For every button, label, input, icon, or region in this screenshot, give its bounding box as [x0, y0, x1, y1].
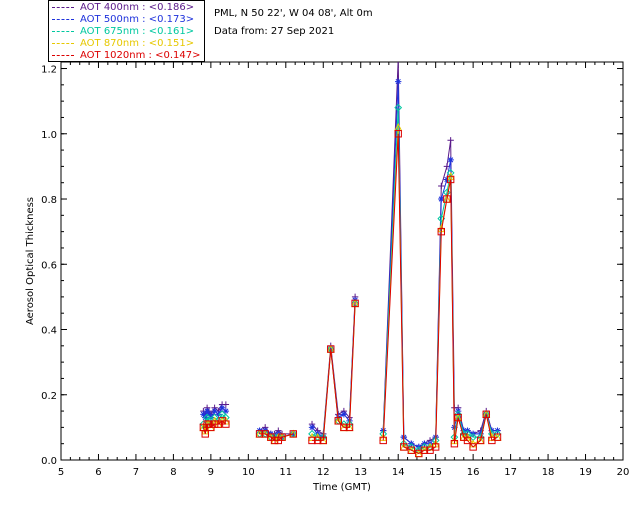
data-point [308, 424, 316, 431]
data-point [431, 443, 440, 451]
data-point [201, 430, 209, 438]
data-point [218, 404, 226, 412]
data-point [270, 436, 279, 445]
x-tick-label: 20 [617, 467, 630, 478]
data-point [438, 195, 445, 203]
legend-item-675nm: AOT 675nm : <0.161> [52, 26, 194, 38]
legend: AOT 400nm : <0.186> AOT 500nm : <0.173> … [48, 0, 205, 62]
legend-swatch-675nm [52, 30, 74, 32]
data-point [400, 443, 408, 451]
y-tick-label: 0.0 [41, 456, 57, 467]
legend-swatch-870nm [52, 42, 74, 44]
data-point [438, 182, 445, 190]
data-point [407, 446, 416, 454]
data-point [447, 156, 454, 164]
data-point [395, 78, 402, 85]
legend-item-400nm: AOT 400nm : <0.186> [52, 2, 194, 14]
y-tick-label: 0.4 [41, 326, 57, 337]
data-point [395, 56, 401, 62]
x-tick-label: 5 [58, 467, 64, 478]
legend-swatch-400nm [52, 6, 74, 8]
data-point [319, 436, 327, 445]
x-tick-label: 18 [542, 467, 555, 478]
x-tick-label: 9 [208, 467, 214, 478]
data-point [278, 433, 286, 441]
x-axis-label: Time (GMT) [312, 482, 371, 493]
y-tick-label: 1.2 [41, 65, 57, 76]
data-point [437, 227, 445, 236]
legend-swatch-1020nm [52, 54, 74, 56]
x-tick-label: 10 [242, 467, 255, 478]
data-point [211, 407, 218, 415]
data-point [345, 423, 354, 432]
data-point [202, 414, 209, 421]
x-tick-label: 11 [279, 467, 292, 478]
data-point [450, 439, 459, 448]
legend-label-1020nm: AOT 1020nm : <0.147> [80, 50, 201, 61]
legend-label-870nm: AOT 870nm : <0.151> [80, 38, 195, 49]
legend-label-675nm: AOT 675nm : <0.161> [80, 26, 195, 37]
x-tick-label: 13 [354, 467, 367, 478]
legend-item-1020nm: AOT 1020nm : <0.147> [52, 50, 200, 62]
data-point [493, 433, 502, 441]
y-tick-label: 0.2 [41, 391, 57, 402]
y-tick-label: 1.0 [41, 130, 57, 141]
data-point [394, 130, 402, 138]
data-point [379, 436, 387, 445]
data-point [327, 345, 335, 353]
data-point [222, 420, 230, 428]
data-point [420, 446, 429, 454]
data-point [203, 407, 211, 415]
data-point [469, 443, 477, 451]
data-point [255, 430, 264, 438]
y-tick-label: 0.8 [41, 195, 57, 206]
data-point [463, 436, 472, 445]
y-axis-label: Aerosol Optical Thickness [25, 197, 36, 325]
plot-frame [60, 61, 624, 461]
data-point [446, 175, 455, 184]
x-tick-label: 7 [133, 467, 139, 478]
legend-item-500nm: AOT 500nm : <0.173> [52, 14, 194, 26]
data-point [493, 429, 502, 438]
data-point [443, 195, 451, 203]
data-point [340, 411, 348, 418]
x-tick-label: 16 [467, 467, 480, 478]
x-tick-label: 17 [504, 467, 517, 478]
x-tick-label: 14 [392, 467, 405, 478]
data-point [200, 411, 207, 418]
y-tick-label: 0.6 [41, 260, 57, 271]
data-point [482, 410, 490, 419]
date-info: Data from: 27 Sep 2021 [214, 26, 335, 37]
data-point [476, 436, 485, 445]
site-info: PML, N 50 22', W 04 08', Alt 0m [214, 8, 373, 19]
x-tick-label: 12 [317, 467, 330, 478]
data-point [222, 401, 230, 408]
data-point [351, 299, 359, 308]
data-point [205, 411, 213, 418]
data-point [222, 407, 230, 415]
data-point [334, 417, 342, 425]
x-tick-label: 8 [170, 467, 176, 478]
legend-item-870nm: AOT 870nm : <0.151> [52, 38, 194, 50]
legend-label-500nm: AOT 500nm : <0.173> [80, 14, 195, 25]
data-point [394, 103, 403, 112]
data-point [289, 430, 297, 438]
x-tick-label: 15 [429, 467, 442, 478]
legend-label-400nm: AOT 400nm : <0.186> [80, 2, 195, 13]
data-point [447, 137, 454, 144]
x-tick-label: 19 [579, 467, 592, 478]
data-point [454, 413, 462, 422]
data-point [210, 420, 219, 428]
x-tick-label: 6 [95, 467, 101, 478]
data-point [308, 436, 316, 445]
legend-swatch-500nm [52, 18, 74, 20]
series-4 [199, 130, 502, 458]
data-point [313, 436, 322, 445]
data-point [340, 423, 348, 432]
